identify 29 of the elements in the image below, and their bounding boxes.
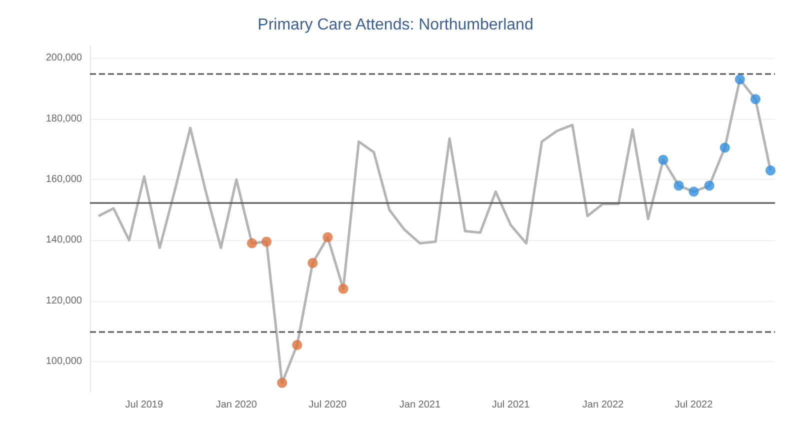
point [720, 142, 730, 153]
point [338, 284, 348, 294]
y-tick-label: 120,000 [46, 295, 82, 306]
point [765, 165, 776, 176]
point [322, 232, 333, 242]
point [688, 186, 699, 197]
point [246, 238, 257, 248]
x-tick-label: Jul 2020 [308, 400, 348, 410]
point [674, 180, 684, 191]
point [262, 236, 272, 247]
point [704, 180, 714, 191]
chart-title: Primary Care Attends: Northumberland [258, 16, 534, 34]
point [734, 74, 745, 84]
x-tick-label: Jan 2022 [582, 400, 624, 410]
y-tick-label: 180,000 [46, 113, 82, 124]
point [750, 94, 760, 104]
x-tick-label: Jul 2019 [125, 400, 164, 410]
x-tick-label: Jan 2020 [216, 400, 258, 410]
point [308, 258, 318, 268]
point [658, 154, 668, 165]
y-tick-label: 140,000 [46, 234, 82, 246]
point [292, 340, 302, 350]
point [277, 378, 288, 388]
x-tick-label: Jul 2021 [492, 400, 530, 410]
y-tick-label: 100,000 [46, 356, 82, 368]
y-tick-label: 160,000 [46, 174, 82, 186]
x-tick-label: Jul 2022 [674, 400, 714, 410]
y-tick-label: 200,000 [46, 52, 82, 64]
x-tick-label: Jan 2021 [399, 400, 441, 410]
